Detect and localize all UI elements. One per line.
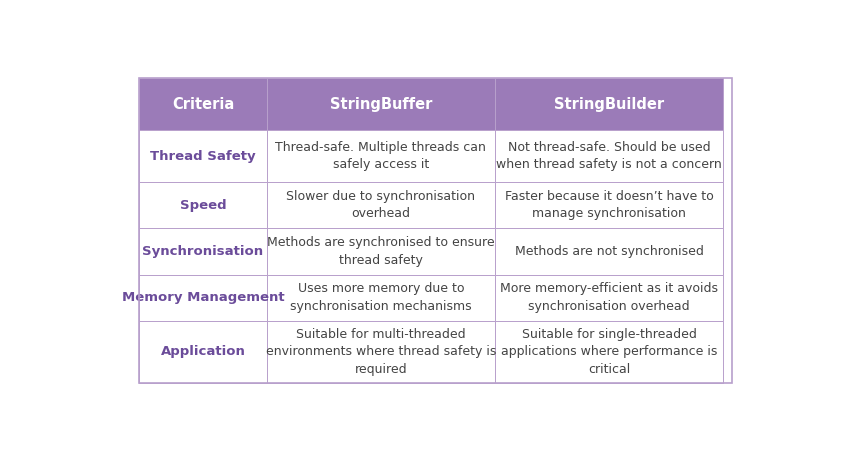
Bar (267, 78, 495, 130)
Text: Speed: Speed (179, 198, 226, 211)
Text: Criteria: Criteria (172, 97, 234, 112)
Text: More memory-efficient as it avoids
synchronisation overhead: More memory-efficient as it avoids synch… (500, 283, 718, 313)
Text: Synchronisation: Synchronisation (142, 245, 264, 258)
Bar (495, 228, 723, 274)
Bar (139, 274, 267, 321)
Bar (267, 274, 495, 321)
Bar (267, 228, 495, 274)
Text: Memory Management: Memory Management (122, 291, 284, 304)
Bar (139, 321, 267, 383)
Bar (267, 321, 495, 383)
Text: Faster because it doesn’t have to
manage synchronisation: Faster because it doesn’t have to manage… (505, 190, 713, 220)
Bar (267, 130, 495, 182)
Bar (139, 130, 267, 182)
Text: Suitable for single-threaded
applications where performance is
critical: Suitable for single-threaded application… (501, 328, 717, 376)
Text: Slower due to synchronisation
overhead: Slower due to synchronisation overhead (286, 190, 475, 220)
Bar (139, 78, 267, 130)
Text: Suitable for multi-threaded
environments where thread safety is
required: Suitable for multi-threaded environments… (265, 328, 496, 376)
Text: Application: Application (161, 346, 246, 359)
Bar (267, 182, 495, 228)
Bar (495, 321, 723, 383)
Text: StringBuilder: StringBuilder (554, 97, 664, 112)
Text: Thread Safety: Thread Safety (150, 149, 256, 162)
Bar (495, 78, 723, 130)
Text: Thread-safe. Multiple threads can
safely access it: Thread-safe. Multiple threads can safely… (275, 141, 486, 171)
Text: Not thread-safe. Should be used
when thread safety is not a concern: Not thread-safe. Should be used when thr… (496, 141, 722, 171)
Bar (139, 228, 267, 274)
Text: StringBuffer: StringBuffer (330, 97, 432, 112)
Text: Uses more memory due to
synchronisation mechanisms: Uses more memory due to synchronisation … (290, 283, 472, 313)
Bar (495, 274, 723, 321)
Bar (495, 130, 723, 182)
Bar (139, 182, 267, 228)
Bar (139, 78, 732, 383)
Text: Methods are not synchronised: Methods are not synchronised (514, 245, 704, 258)
Bar (495, 182, 723, 228)
Text: Methods are synchronised to ensure
thread safety: Methods are synchronised to ensure threa… (267, 236, 495, 267)
